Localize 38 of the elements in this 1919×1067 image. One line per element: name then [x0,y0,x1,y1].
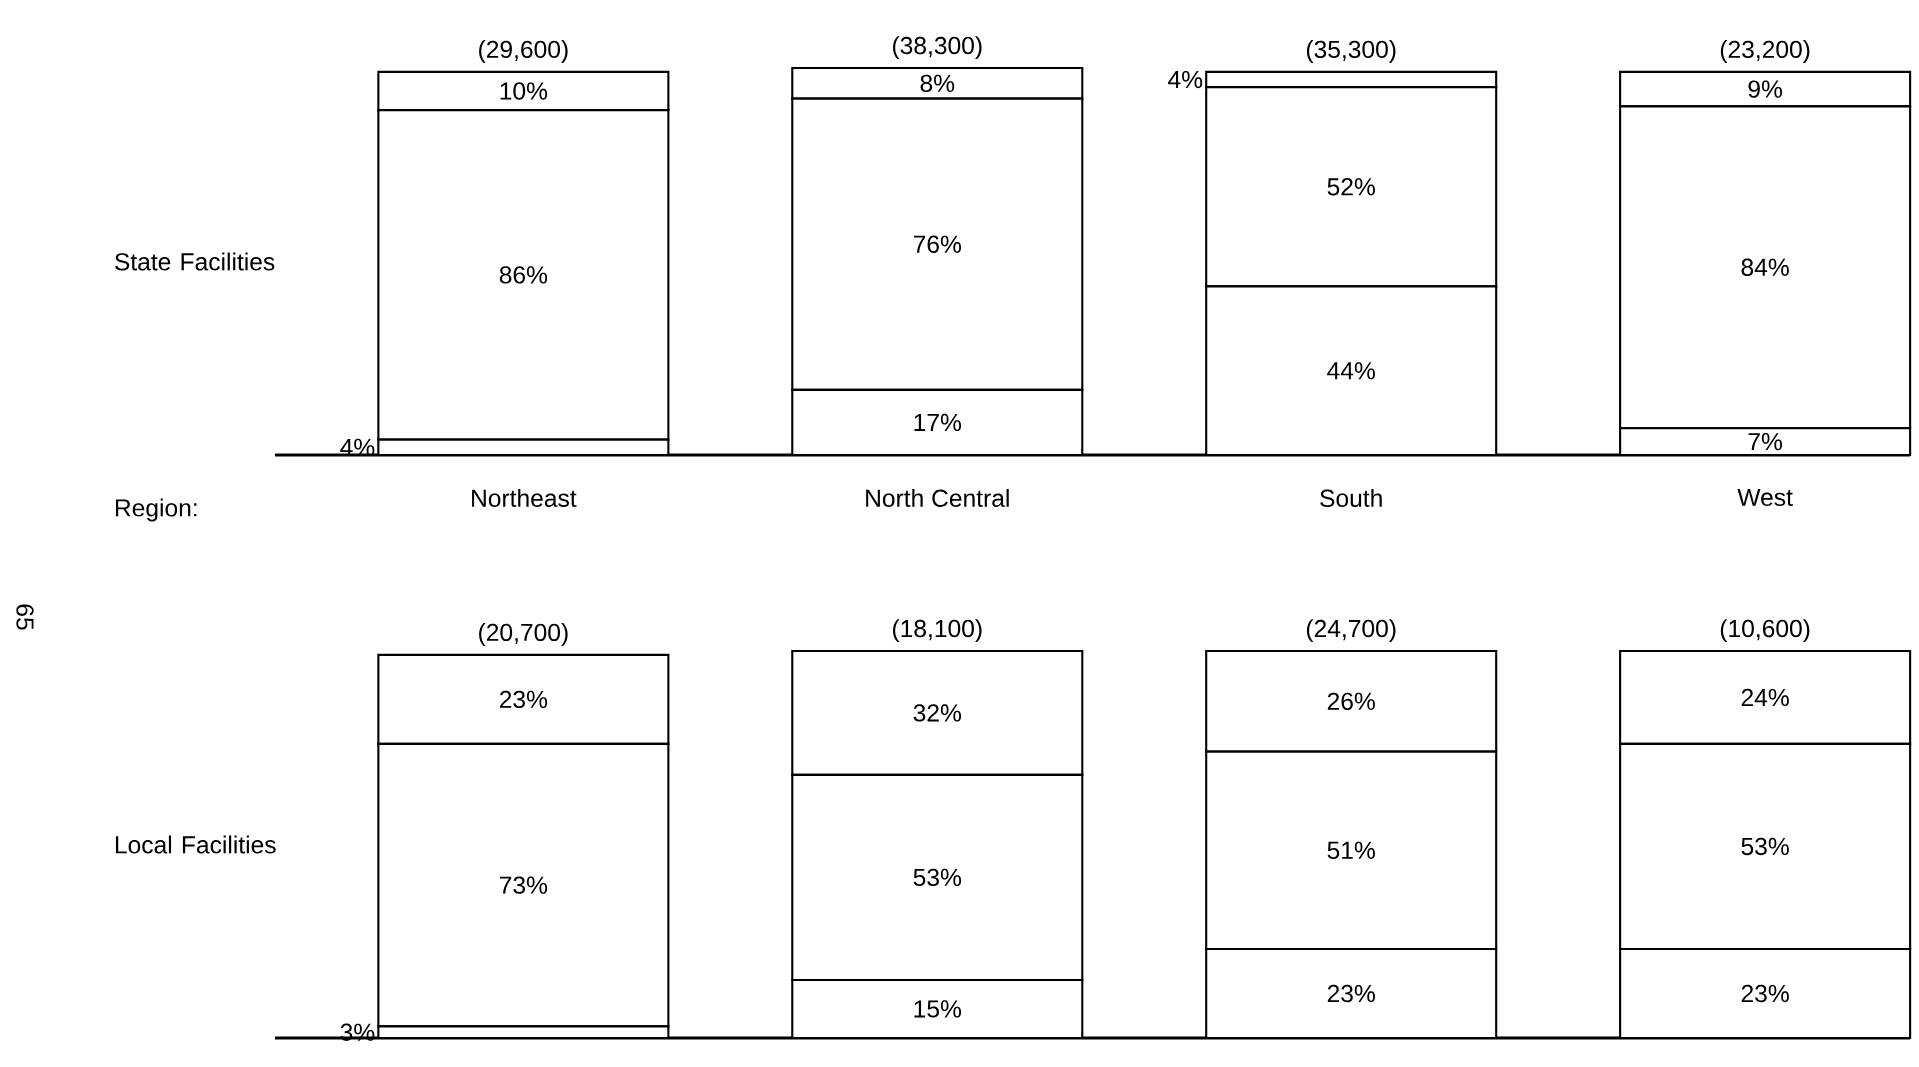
data-label: 73% [500,876,548,894]
data-label: 51% [1327,841,1375,859]
text: (35,300) [1306,40,1396,63]
data-label: 10% [500,82,548,100]
x-tick-label: Northeast [472,488,577,507]
data-label: 4% [1168,70,1203,89]
x-tick-label: South [1320,488,1382,507]
data-label: 7% [1748,433,1783,451]
data-label: 53% [1741,837,1789,856]
data-label: 86% [499,266,548,284]
data-label: 84% [1741,258,1789,276]
text: (23,200) [1720,40,1810,63]
data-label: 24% [1741,688,1789,707]
data-label: 23% [1327,984,1375,1003]
data-label: 9% [1748,80,1783,98]
data-label: 76% [913,235,962,253]
text: (10,600) [1720,619,1810,643]
x-axis-title: Region: [115,498,197,522]
text: (38,300) [893,36,982,60]
data-label: 17% [914,413,962,432]
text: (24,700) [1306,619,1396,643]
x-tick-label: West [1737,488,1793,507]
data-label: 32% [913,704,962,722]
data-label: 53% [913,868,962,887]
y-axis-title: State Facilities [115,252,275,271]
data-label: 15% [914,1000,962,1018]
y-axis-title: Local Facilities [115,835,276,854]
data-label: 26% [1327,692,1375,710]
data-label: 52% [1327,178,1375,196]
text: 65 [16,604,34,630]
data-label: 23% [1741,984,1789,1003]
data-label: 8% [920,74,955,93]
x-tick-label: North Central [866,488,1009,507]
data-label: 44% [1327,362,1375,380]
text: (29,600) [479,40,568,63]
data-label: 23% [499,690,548,709]
text: (20,700) [479,623,568,646]
text: (18,100) [893,619,982,643]
